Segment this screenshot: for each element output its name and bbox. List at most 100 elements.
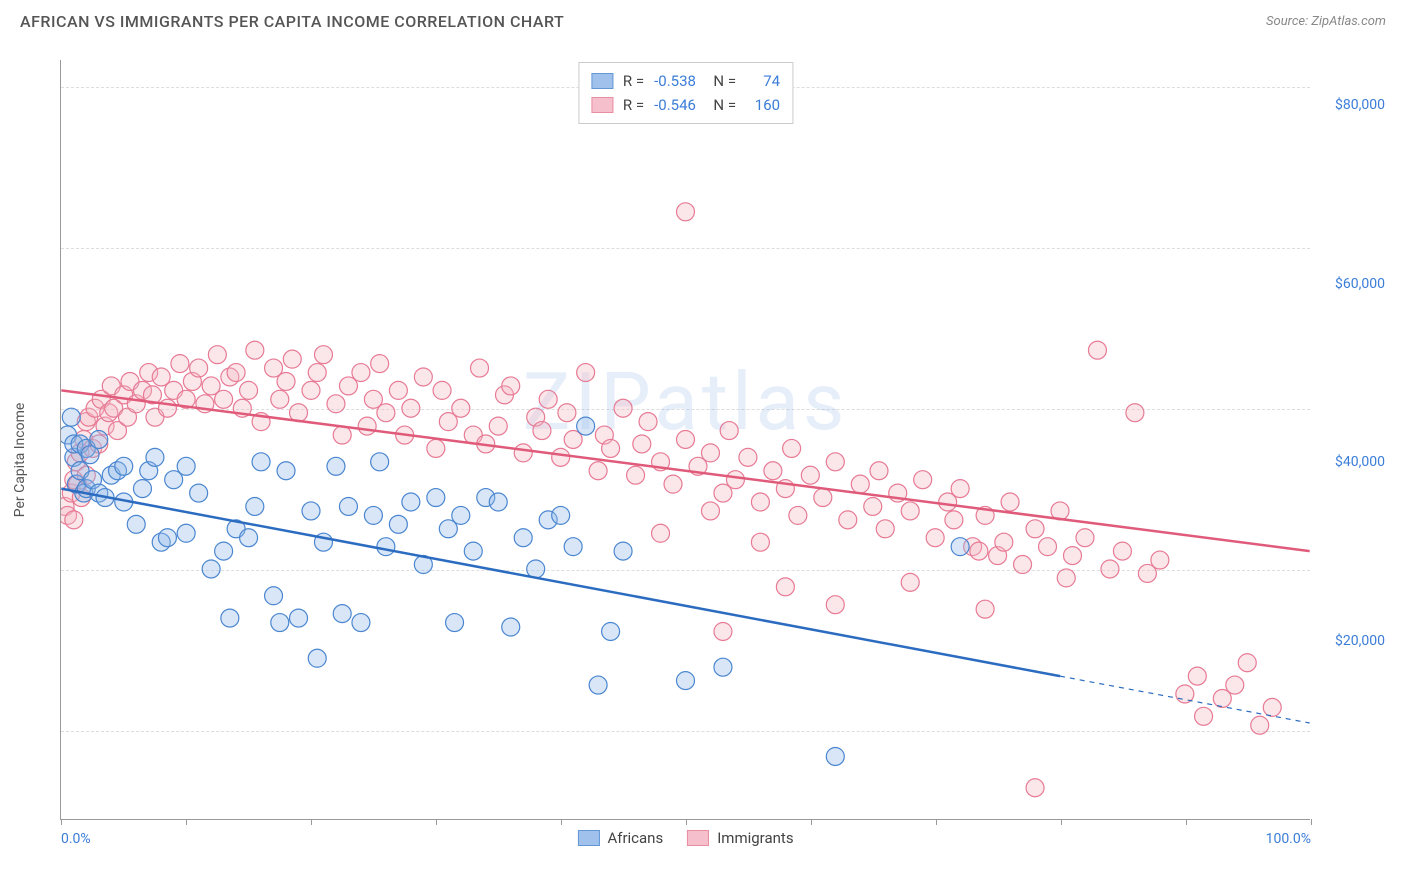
data-point — [246, 341, 264, 359]
data-point — [1226, 676, 1244, 694]
data-point — [389, 381, 407, 399]
data-point — [240, 529, 258, 547]
data-point — [358, 417, 376, 435]
x-tick — [686, 819, 687, 825]
data-point — [464, 542, 482, 560]
x-tick — [936, 819, 937, 825]
data-point — [577, 364, 595, 382]
legend-stat-n-label: N = — [706, 69, 736, 93]
data-point — [801, 466, 819, 484]
data-point — [227, 364, 245, 382]
data-point — [639, 413, 657, 431]
data-point — [839, 511, 857, 529]
data-point — [489, 417, 507, 435]
y-tick-label: $40,000 — [1335, 454, 1385, 470]
data-point — [433, 381, 451, 399]
data-point — [246, 497, 264, 515]
data-point — [951, 538, 969, 556]
data-point — [552, 448, 570, 466]
data-point — [970, 542, 988, 560]
data-point — [427, 439, 445, 457]
data-point — [677, 431, 695, 449]
data-point — [90, 431, 108, 449]
data-point — [614, 399, 632, 417]
data-point — [364, 506, 382, 524]
data-point — [1188, 667, 1206, 685]
data-point — [751, 533, 769, 551]
legend-item-africans: Africans — [577, 829, 663, 847]
legend-stats-row-immigrants: R = -0.546 N = 160 — [591, 93, 780, 117]
data-point — [1014, 556, 1032, 574]
data-point — [764, 462, 782, 480]
data-point — [402, 493, 420, 511]
data-point — [976, 600, 994, 618]
data-point — [783, 439, 801, 457]
x-tick — [561, 819, 562, 825]
data-point — [277, 462, 295, 480]
data-point — [402, 399, 420, 417]
x-tick — [1186, 819, 1187, 825]
data-point — [333, 605, 351, 623]
data-point — [190, 484, 208, 502]
data-point — [339, 497, 357, 515]
data-point — [314, 346, 332, 364]
legend-stat-n-africans: 74 — [746, 69, 780, 93]
data-point — [870, 462, 888, 480]
data-point — [171, 355, 189, 373]
data-point — [115, 457, 133, 475]
x-tick-label: 0.0% — [61, 831, 91, 847]
data-point — [664, 475, 682, 493]
data-point — [252, 453, 270, 471]
data-point — [564, 538, 582, 556]
scatter-svg — [61, 60, 1310, 819]
data-point — [265, 587, 283, 605]
y-tick-label: $80,000 — [1335, 97, 1385, 113]
data-point — [1126, 404, 1144, 422]
data-point — [371, 453, 389, 471]
data-point — [377, 404, 395, 422]
data-point — [446, 614, 464, 632]
data-point — [1113, 542, 1131, 560]
data-point — [302, 502, 320, 520]
data-point — [65, 511, 83, 529]
plot-area: ZIPatlas R = -0.538 N = 74 R = -0.546 N … — [60, 60, 1310, 820]
data-point — [558, 404, 576, 422]
data-point — [1076, 529, 1094, 547]
trend-line — [61, 390, 1309, 551]
legend-swatch-immigrants-icon — [687, 830, 709, 846]
data-point — [901, 573, 919, 591]
data-point — [627, 466, 645, 484]
data-point — [127, 515, 145, 533]
legend-stat-r-immigrants: -0.546 — [654, 93, 696, 117]
data-point — [714, 622, 732, 640]
data-point — [502, 618, 520, 636]
legend-swatch-africans — [591, 73, 613, 89]
data-point — [589, 676, 607, 694]
data-point — [452, 506, 470, 524]
legend-swatch-immigrants — [591, 97, 613, 113]
x-tick — [436, 819, 437, 825]
data-point — [271, 614, 289, 632]
data-point — [914, 471, 932, 489]
data-point — [514, 529, 532, 547]
legend-label-africans: Africans — [607, 829, 663, 847]
data-point — [633, 435, 651, 453]
legend-stat-n-label: N = — [706, 93, 736, 117]
data-point — [826, 596, 844, 614]
data-point — [602, 622, 620, 640]
data-point — [789, 506, 807, 524]
chart-title: AFRICAN VS IMMIGRANTS PER CAPITA INCOME … — [20, 12, 564, 31]
data-point — [720, 422, 738, 440]
legend-series: Africans Immigrants — [577, 829, 793, 847]
data-point — [826, 453, 844, 471]
data-point — [814, 489, 832, 507]
data-point — [577, 417, 595, 435]
x-tick — [1061, 819, 1062, 825]
data-point — [1238, 654, 1256, 672]
x-tick-label: 100.0% — [1266, 831, 1311, 847]
data-point — [190, 359, 208, 377]
data-point — [901, 502, 919, 520]
data-point — [1026, 779, 1044, 797]
data-point — [1088, 341, 1106, 359]
data-point — [1057, 569, 1075, 587]
